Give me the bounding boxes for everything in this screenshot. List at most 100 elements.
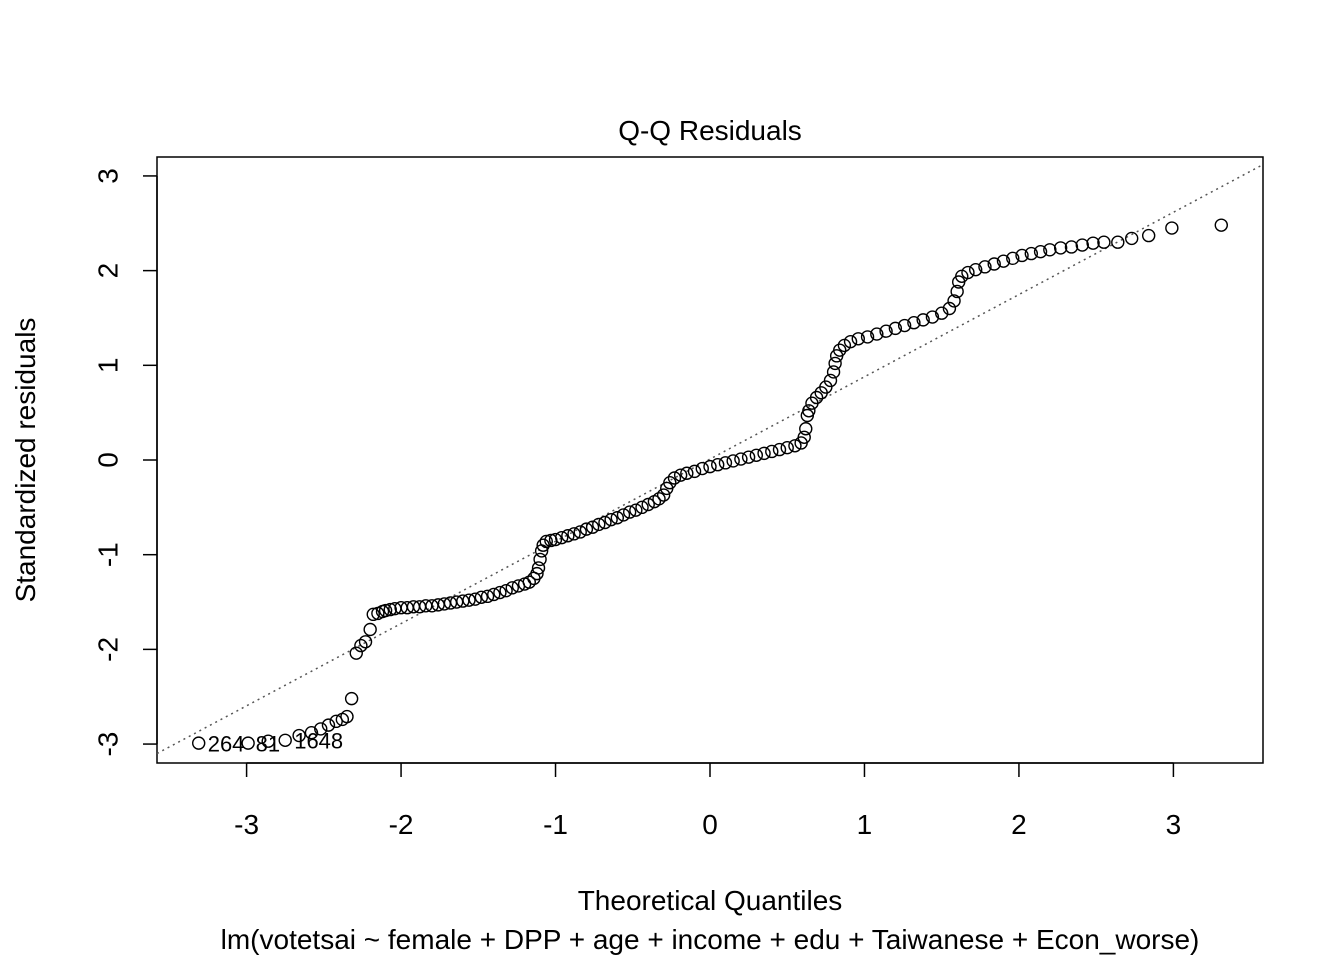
data-point — [349, 646, 363, 660]
data-point — [673, 468, 688, 482]
data-point — [652, 492, 666, 506]
data-point — [1141, 228, 1156, 243]
data-point — [585, 520, 600, 534]
x-tick-label: -1 — [543, 809, 568, 840]
y-axis: -3 -2 -1 0 1 2 3 — [93, 168, 158, 757]
data-point — [711, 458, 725, 472]
data-point — [947, 294, 961, 308]
data-point — [530, 566, 544, 581]
data-point — [493, 585, 507, 600]
data-point — [1043, 243, 1057, 257]
data-point — [978, 260, 992, 274]
data-point — [942, 301, 957, 316]
outlier-label: 1648 — [294, 729, 343, 754]
data-point — [726, 454, 740, 468]
data-points — [192, 218, 1228, 750]
data-point — [358, 635, 373, 649]
data-point — [292, 728, 306, 743]
data-point — [468, 592, 482, 606]
data-point — [851, 332, 865, 346]
data-point — [610, 511, 625, 525]
data-point — [604, 512, 618, 527]
data-point — [1111, 235, 1125, 249]
data-point — [522, 575, 536, 589]
x-tick-label: 2 — [1011, 809, 1027, 840]
x-axis: -3 -2 -1 0 1 2 3 — [234, 762, 1182, 840]
data-point — [1075, 238, 1089, 252]
data-point — [703, 459, 717, 474]
data-point — [241, 736, 255, 750]
data-point — [192, 736, 206, 750]
data-point — [718, 456, 733, 470]
data-point — [1064, 240, 1079, 254]
data-point — [531, 561, 546, 575]
data-point — [1033, 244, 1048, 259]
data-point — [950, 284, 964, 299]
data-point — [555, 530, 569, 545]
data-point — [340, 709, 354, 724]
data-point — [629, 503, 643, 517]
data-point — [935, 306, 949, 320]
data-point — [799, 422, 813, 436]
data-point — [561, 529, 575, 543]
data-point — [860, 330, 875, 344]
data-point — [749, 448, 764, 462]
data-point — [695, 461, 709, 476]
data-point — [383, 602, 397, 617]
data-point — [598, 515, 612, 530]
data-point — [809, 390, 824, 405]
data-point — [870, 327, 884, 341]
data-point — [354, 638, 368, 653]
data-point — [1125, 231, 1139, 246]
data-point — [366, 607, 380, 622]
y-tick-label: 1 — [93, 358, 124, 374]
data-point — [656, 488, 671, 502]
data-point — [741, 450, 756, 464]
data-point — [304, 726, 319, 740]
data-point — [687, 464, 702, 479]
data-point — [378, 603, 393, 618]
data-point — [592, 517, 606, 532]
data-point — [828, 356, 842, 371]
data-point — [772, 442, 787, 457]
chart-title: Q-Q Residuals — [618, 115, 802, 146]
x-tick-label: 3 — [1166, 809, 1182, 840]
data-point — [1015, 248, 1029, 263]
data-point — [616, 508, 631, 522]
data-point — [879, 324, 893, 338]
data-point — [462, 593, 476, 607]
data-point — [480, 589, 495, 604]
data-point — [344, 691, 359, 706]
data-point — [907, 316, 921, 330]
data-point — [622, 505, 637, 519]
data-point — [487, 587, 501, 602]
data-point — [499, 583, 513, 598]
data-point — [888, 321, 903, 336]
data-point — [843, 334, 858, 349]
data-point — [780, 440, 794, 455]
x-tick-label: 0 — [702, 809, 718, 840]
outlier-labels: 264 81 1648 — [208, 729, 343, 757]
data-point — [1165, 221, 1179, 235]
y-tick-label: -1 — [93, 542, 124, 567]
data-point — [579, 522, 594, 536]
data-point — [925, 310, 940, 324]
data-point — [797, 430, 811, 444]
data-point — [667, 471, 682, 485]
data-point — [819, 380, 833, 394]
data-point — [734, 452, 748, 466]
data-point — [363, 622, 377, 637]
reference-line — [156, 163, 1264, 755]
x-axis-label: Theoretical Quantiles — [578, 885, 843, 916]
x-tick-label: 1 — [857, 809, 873, 840]
data-point — [1006, 251, 1020, 266]
y-tick-label: -3 — [93, 732, 124, 757]
data-point — [539, 534, 553, 549]
data-point — [680, 466, 694, 480]
data-point — [961, 265, 975, 280]
data-point — [765, 444, 779, 459]
x-tick-label: -2 — [389, 809, 414, 840]
data-point — [897, 318, 912, 333]
y-tick-label: 2 — [93, 263, 124, 279]
data-point — [968, 262, 983, 277]
